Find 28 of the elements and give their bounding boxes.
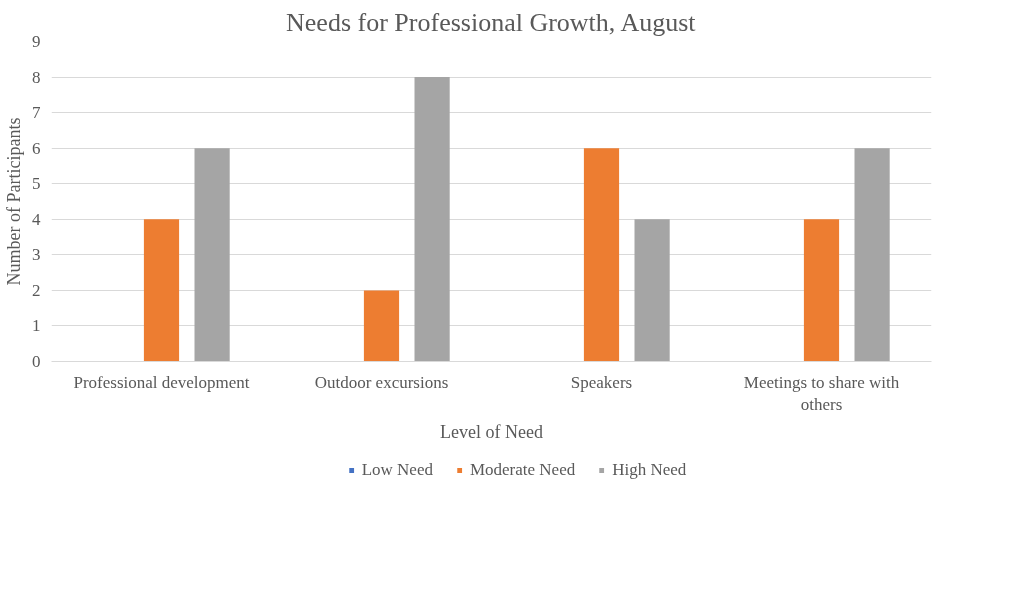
x-tick-label: Speakers [570,372,633,392]
bar [143,219,180,362]
y-tick-label: 6 [32,138,41,158]
bar [854,148,890,362]
x-tick-label: Outdoor excursions [314,372,449,392]
y-tick-label: 3 [32,245,41,265]
y-tick-label: 1 [32,316,41,336]
legend-label: High Need [612,460,687,480]
y-tick-label: 5 [32,174,41,194]
y-tick-label: 9 [32,32,41,51]
y-tick-label: 2 [32,280,41,300]
bar [363,290,400,362]
legend-label: Moderate Need [469,460,576,480]
y-tick-label: 0 [32,352,41,371]
y-tick-label: 4 [32,209,41,229]
y-tick-label: 8 [32,67,41,87]
x-tick-label: Meetings to share with others [743,372,900,415]
y-tick-label: 7 [32,103,41,123]
legend-label: Low Need [361,460,433,480]
bar [803,219,840,362]
bar [414,77,450,362]
x-tick-label: Professional development [73,372,250,392]
y-axis-title: Number of Participants [4,117,24,286]
bar [194,148,230,362]
x-axis-title: Level of Need [440,422,543,443]
chart-title: Needs for Professional Growth, August [286,7,697,37]
bar [583,148,620,362]
bar [634,219,670,362]
